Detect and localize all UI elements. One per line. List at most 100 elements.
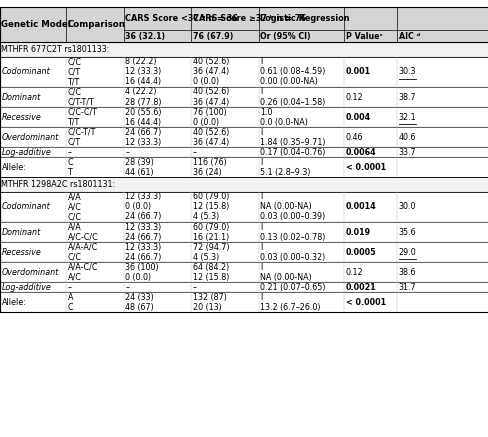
Text: –: – [125, 148, 129, 157]
Text: 24 (66.7): 24 (66.7) [125, 253, 161, 262]
Bar [0, 292, 488, 312]
Text: Dominant: Dominant [1, 228, 41, 236]
Text: 38.7: 38.7 [398, 93, 415, 101]
Text: 0.0005: 0.0005 [345, 248, 376, 257]
Text: 76 (100): 76 (100) [192, 108, 226, 117]
Text: 29.0: 29.0 [398, 248, 415, 257]
Text: 12 (33.3): 12 (33.3) [125, 243, 161, 252]
Text: 44 (61): 44 (61) [125, 168, 154, 177]
Text: –: – [192, 283, 196, 292]
Bar [0, 242, 488, 262]
Text: 36 (32.1): 36 (32.1) [125, 32, 165, 41]
Bar [0, 192, 488, 222]
Text: T: T [67, 168, 72, 177]
Text: C/C: C/C [67, 253, 81, 262]
Text: < 0.0001: < 0.0001 [345, 298, 385, 307]
Text: Overdominant: Overdominant [1, 133, 59, 142]
Text: 12 (33.3): 12 (33.3) [125, 222, 161, 232]
Text: 40 (52.6): 40 (52.6) [192, 57, 228, 66]
Text: 0.26 (0.04–1.58): 0.26 (0.04–1.58) [260, 97, 325, 107]
Text: 5.1 (2.8–9.3): 5.1 (2.8–9.3) [260, 168, 310, 177]
Text: 20 (13): 20 (13) [192, 303, 221, 312]
Text: 0.12: 0.12 [345, 268, 363, 277]
Bar [0, 127, 488, 147]
Text: 36 (47.4): 36 (47.4) [192, 97, 228, 107]
Text: A/C-C/C: A/C-C/C [67, 232, 98, 242]
Text: 0.004: 0.004 [345, 113, 370, 121]
Text: P Valueᶜ: P Valueᶜ [345, 32, 382, 41]
Bar [0, 42, 488, 57]
Text: C/C-T/T: C/C-T/T [67, 128, 96, 137]
Bar [0, 57, 488, 87]
Text: C/T: C/T [67, 67, 81, 76]
Text: 20 (55.6): 20 (55.6) [125, 108, 162, 117]
Text: 76 (67.9): 76 (67.9) [192, 32, 232, 41]
Text: Dominant: Dominant [1, 93, 41, 101]
Text: I: I [260, 222, 262, 232]
Bar [0, 262, 488, 282]
Bar [0, 147, 488, 157]
Text: 0.0 (0.0-NA): 0.0 (0.0-NA) [260, 118, 307, 127]
Text: –: – [67, 148, 71, 157]
Text: 16 (21.1): 16 (21.1) [192, 232, 228, 242]
Bar [0, 107, 488, 127]
Text: Allele:: Allele: [1, 298, 26, 307]
Text: A/A-A/C: A/A-A/C [67, 243, 98, 252]
Text: I: I [260, 128, 262, 137]
Text: 0.61 (0.08–4.59): 0.61 (0.08–4.59) [260, 67, 325, 76]
Text: MTHFR 677C2T rs1801133:: MTHFR 677C2T rs1801133: [1, 45, 110, 54]
Bar [0, 87, 488, 107]
Text: Codominant: Codominant [1, 202, 50, 212]
Text: I: I [260, 243, 262, 252]
Text: 12 (33.3): 12 (33.3) [125, 67, 161, 76]
Text: 0 (0.0): 0 (0.0) [125, 273, 151, 282]
Text: T/T: T/T [67, 118, 80, 127]
Text: Allele:: Allele: [1, 163, 26, 172]
Text: 31.7: 31.7 [398, 283, 415, 292]
Text: MTHFR 1298A2C rs1801131:: MTHFR 1298A2C rs1801131: [1, 180, 115, 189]
Bar [0, 177, 488, 192]
Text: 0.00 (0.00-NA): 0.00 (0.00-NA) [260, 77, 317, 87]
Text: 30.0: 30.0 [398, 202, 415, 212]
Text: 0.17 (0.04–0.76): 0.17 (0.04–0.76) [260, 148, 325, 157]
Text: 33.7: 33.7 [398, 148, 415, 157]
Text: 12 (15.8): 12 (15.8) [192, 273, 228, 282]
Text: C: C [67, 158, 73, 167]
Text: Logistic Regression: Logistic Regression [260, 14, 349, 23]
Text: 1.84 (0.35–9.71): 1.84 (0.35–9.71) [260, 138, 325, 147]
Text: 24 (66.7): 24 (66.7) [125, 232, 161, 242]
Text: I: I [260, 57, 262, 66]
Text: Recessive: Recessive [1, 248, 41, 257]
Text: 0.0021: 0.0021 [345, 283, 376, 292]
Text: A: A [67, 293, 73, 302]
Text: 4 (5.3): 4 (5.3) [192, 253, 219, 262]
Text: 35.6: 35.6 [398, 228, 415, 236]
Text: C/T-T/T: C/T-T/T [67, 97, 94, 107]
Text: T/T: T/T [67, 77, 80, 87]
Text: A/A-C/C: A/A-C/C [67, 263, 98, 272]
Text: –: – [192, 148, 196, 157]
Text: 32.1: 32.1 [398, 113, 415, 121]
Bar [0, 222, 488, 242]
Text: A/A: A/A [67, 192, 81, 201]
Text: C/T: C/T [67, 138, 81, 147]
Text: 28 (77.8): 28 (77.8) [125, 97, 162, 107]
Text: I: I [260, 293, 262, 302]
Text: I: I [260, 158, 262, 167]
Text: 0.03 (0.00–0.32): 0.03 (0.00–0.32) [260, 253, 325, 262]
Text: 40 (52.6): 40 (52.6) [192, 87, 228, 97]
Text: Codominant: Codominant [1, 67, 50, 76]
Text: AIC ᵈ: AIC ᵈ [398, 32, 419, 41]
Text: 0 (0.0): 0 (0.0) [192, 77, 218, 87]
Text: C/C: C/C [67, 212, 81, 222]
Text: 16 (44.4): 16 (44.4) [125, 118, 161, 127]
Text: Recessive: Recessive [1, 113, 41, 121]
Text: 36 (47.4): 36 (47.4) [192, 67, 228, 76]
Text: 24 (33): 24 (33) [125, 293, 154, 302]
Text: 72 (94.7): 72 (94.7) [192, 243, 229, 252]
Text: 36 (24): 36 (24) [192, 168, 221, 177]
Text: Log-additive: Log-additive [1, 283, 51, 292]
Text: 40 (52.6): 40 (52.6) [192, 128, 228, 137]
Text: 40.6: 40.6 [398, 133, 415, 142]
Text: 12 (33.3): 12 (33.3) [125, 138, 161, 147]
